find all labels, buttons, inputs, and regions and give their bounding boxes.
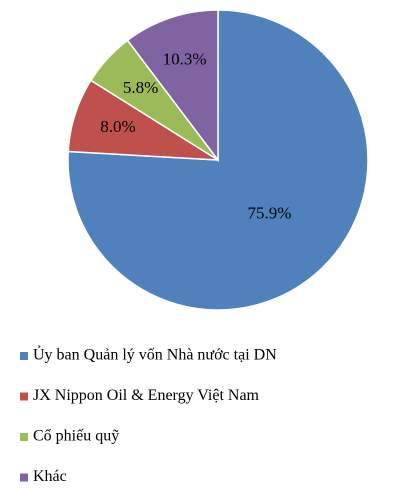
legend-label: Ủy ban Quản lý vốn Nhà nước tại DN — [33, 345, 277, 364]
pie-slice — [67, 9, 369, 311]
data-label: 5.8% — [123, 78, 158, 97]
legend-label: Khác — [33, 468, 67, 485]
legend-label: JX Nippon Oil & Energy Việt Nam — [33, 387, 260, 404]
legend-swatch — [20, 392, 28, 401]
legend-swatch — [20, 433, 28, 441]
data-label: 10.3% — [163, 49, 207, 68]
legend-swatch — [20, 473, 28, 482]
pie-slice — [126, 9, 219, 163]
data-label: 8.0% — [100, 117, 135, 136]
data-label: 75.9% — [248, 203, 292, 222]
legend-swatch — [20, 352, 28, 360]
legend-label: Cổ phiếu quỹ — [33, 428, 119, 445]
